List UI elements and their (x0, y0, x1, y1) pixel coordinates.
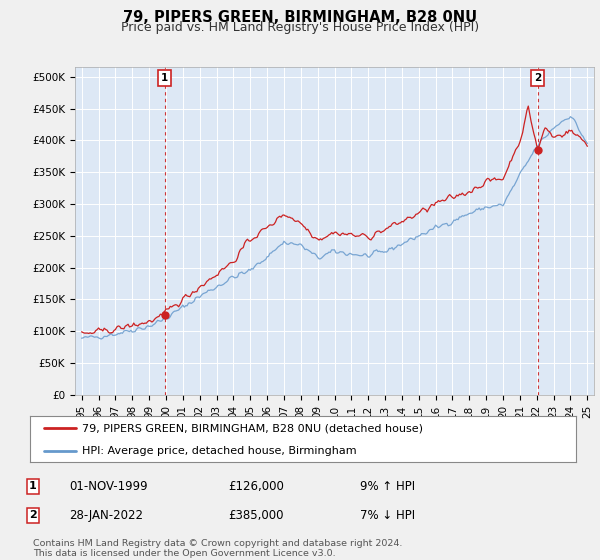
Text: 79, PIPERS GREEN, BIRMINGHAM, B28 0NU: 79, PIPERS GREEN, BIRMINGHAM, B28 0NU (123, 10, 477, 25)
Text: Contains HM Land Registry data © Crown copyright and database right 2024.
This d: Contains HM Land Registry data © Crown c… (33, 539, 403, 558)
Text: 79, PIPERS GREEN, BIRMINGHAM, B28 0NU (detached house): 79, PIPERS GREEN, BIRMINGHAM, B28 0NU (d… (82, 423, 423, 433)
Text: 2: 2 (534, 73, 542, 83)
Text: 2: 2 (29, 510, 37, 520)
Text: 9% ↑ HPI: 9% ↑ HPI (360, 479, 415, 493)
Text: £126,000: £126,000 (228, 479, 284, 493)
Text: 7% ↓ HPI: 7% ↓ HPI (360, 508, 415, 522)
Text: £385,000: £385,000 (228, 508, 284, 522)
Text: 1: 1 (29, 481, 37, 491)
Text: Price paid vs. HM Land Registry's House Price Index (HPI): Price paid vs. HM Land Registry's House … (121, 21, 479, 34)
Text: 01-NOV-1999: 01-NOV-1999 (69, 479, 148, 493)
Text: HPI: Average price, detached house, Birmingham: HPI: Average price, detached house, Birm… (82, 446, 356, 456)
Text: 1: 1 (161, 73, 168, 83)
Text: 28-JAN-2022: 28-JAN-2022 (69, 508, 143, 522)
